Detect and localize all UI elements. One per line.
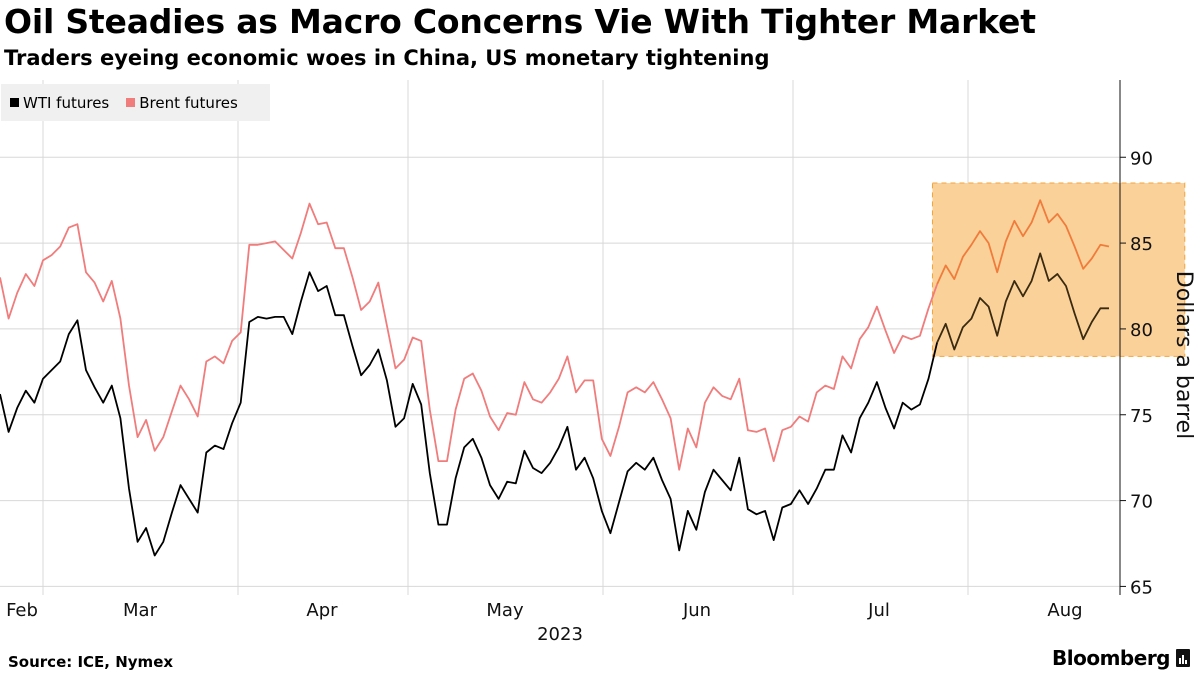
x-tick-label: Apr [306,600,338,621]
brand-logo: Bloomberg [1052,646,1190,670]
grid-lines [0,80,1120,595]
y-tick-label: 65 [1130,577,1153,598]
x-axis: Feb Mar Apr May Jun Jul Aug 2023 [6,600,1083,645]
y-tick-label: 70 [1130,492,1153,513]
y-tick-label: 90 [1130,148,1153,169]
brand-name: Bloomberg [1052,646,1170,670]
legend-item-brent: Brent futures [126,94,238,112]
series-layer [0,199,1110,557]
bar-chart-icon [1176,649,1190,667]
series-line-brent-highlighted [936,199,1110,285]
x-year-label: 2023 [537,624,583,645]
legend-label-wti: WTI futures [23,93,110,112]
series-line-brent [0,202,938,471]
y-tick-label: 80 [1130,320,1153,341]
legend-label-brent: Brent futures [139,93,238,112]
x-tick-label: Aug [1047,600,1082,621]
x-tick-label: Mar [123,600,158,621]
brent-swatch [126,98,136,107]
y-axis: 65 70 75 80 85 90 [1119,80,1153,598]
x-tick-label: Jun [682,600,711,621]
legend: WTI futures Brent futures [1,84,270,121]
y-tick-label: 75 [1130,406,1153,427]
chart-title: Oil Steadies as Macro Concerns Vie With … [4,2,1036,41]
highlight-box [931,182,1186,357]
y-tick-label: 85 [1130,234,1153,255]
wti-swatch [10,98,19,107]
chart-subtitle: Traders eyeing economic woes in China, U… [4,46,770,70]
legend-item-wti: WTI futures [10,94,109,112]
series-line-wti-highlighted [936,252,1109,351]
y-axis-title: Dollars a barrel [1171,271,1196,439]
source-note: Source: ICE, Nymex [8,653,174,671]
series-line-wti [0,271,938,557]
x-tick-label: Feb [6,600,38,621]
x-tick-label: Jul [867,600,890,621]
x-tick-label: May [486,600,524,621]
